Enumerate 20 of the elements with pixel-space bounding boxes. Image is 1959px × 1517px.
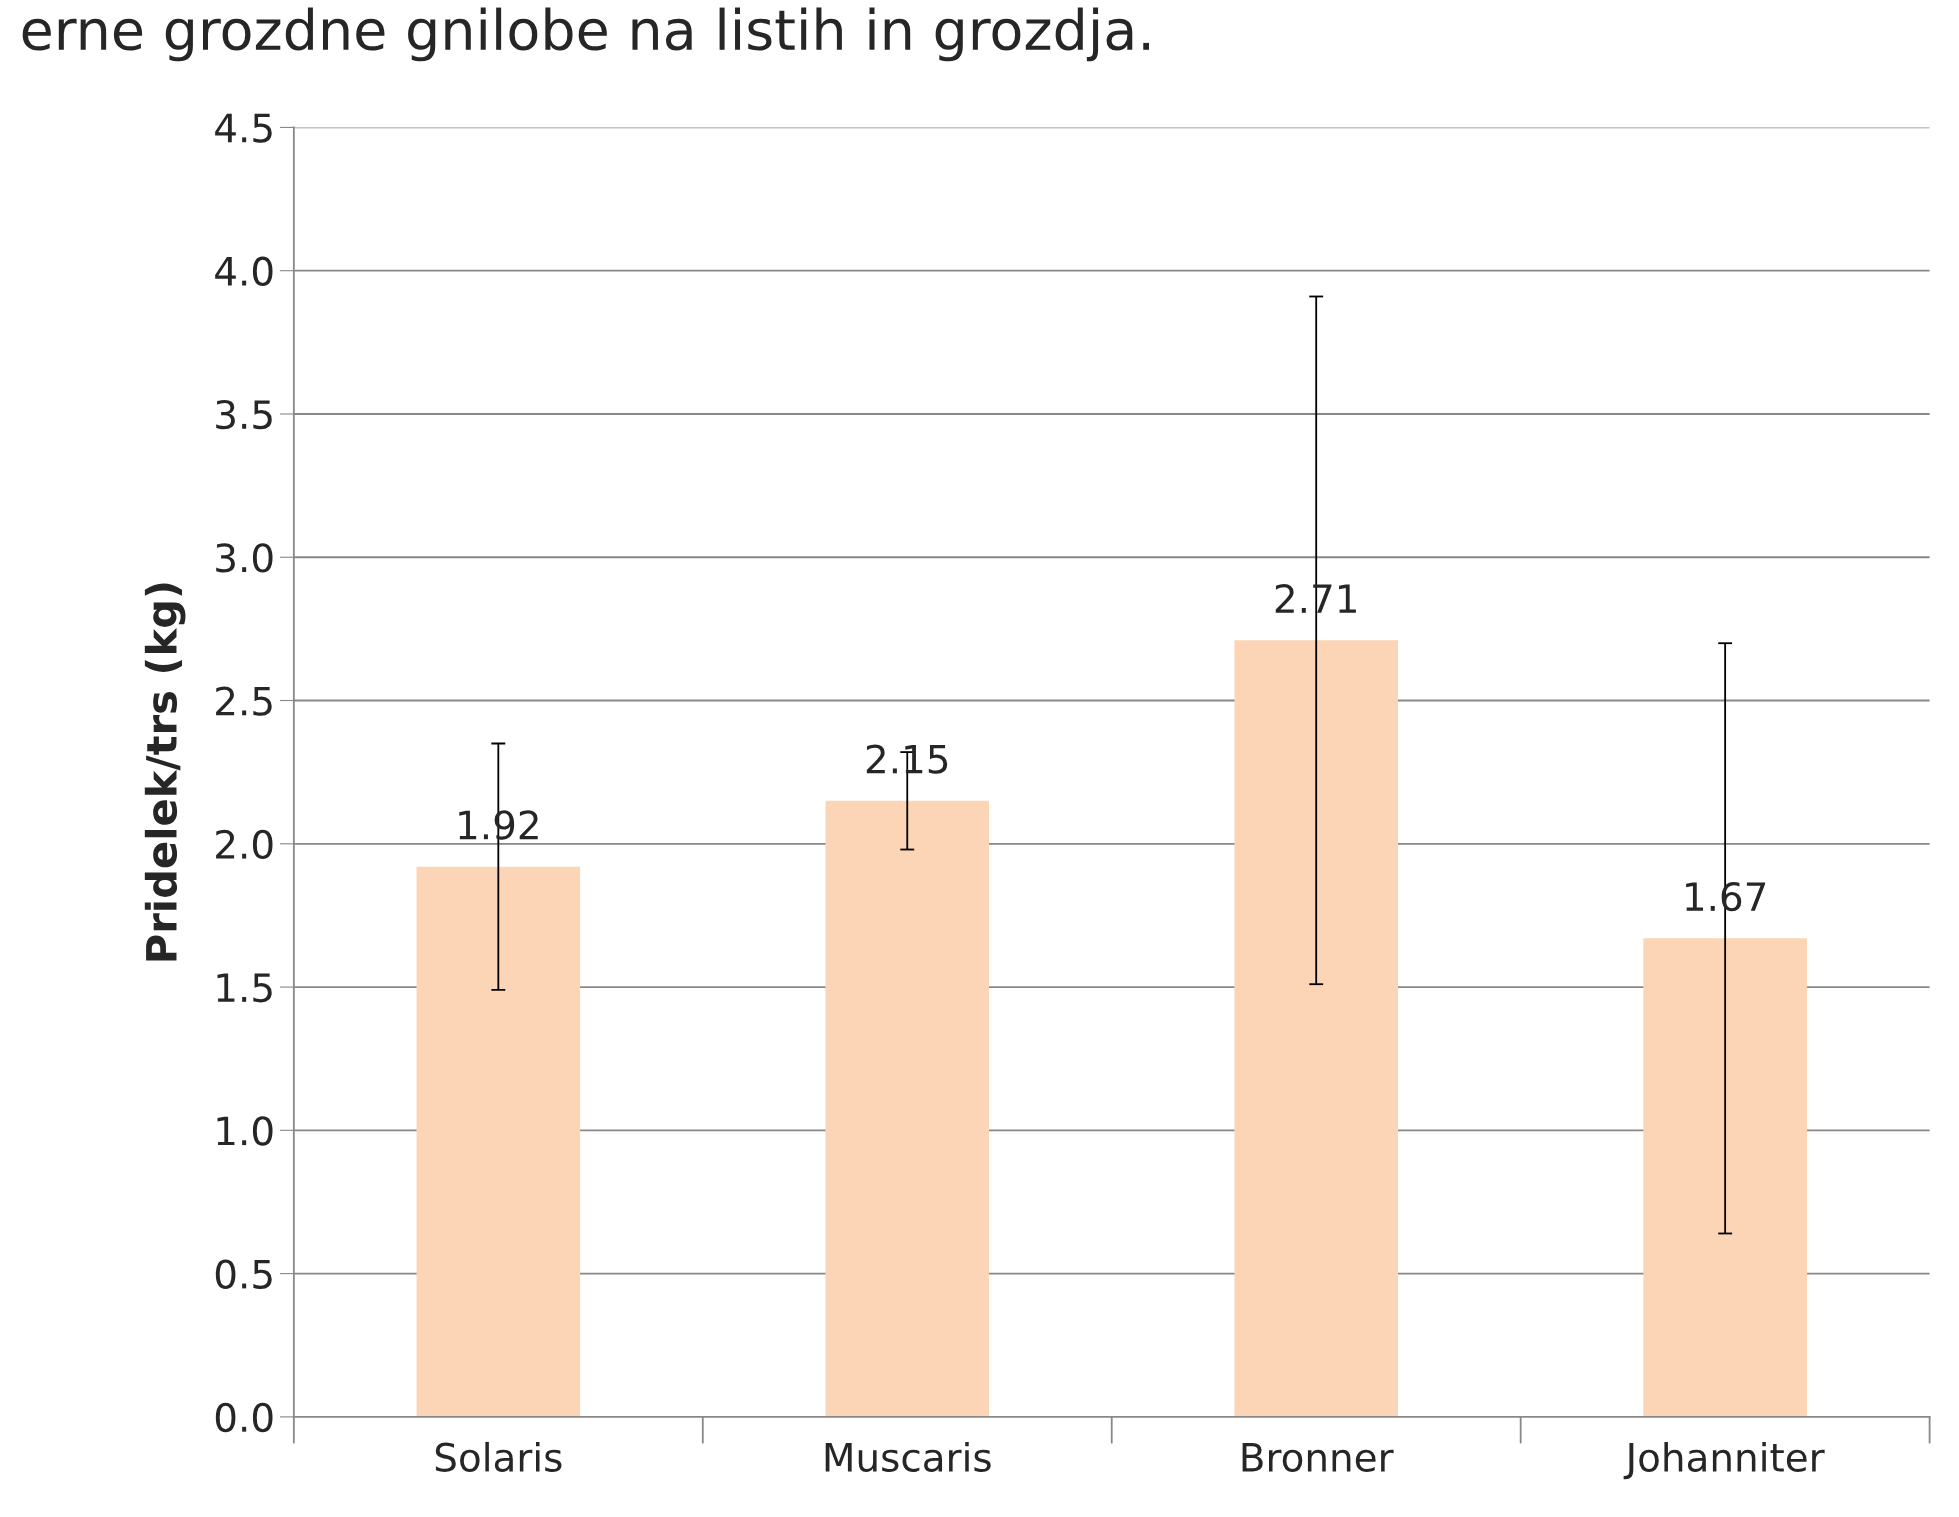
y-tick-label: 3.5 xyxy=(216,399,272,430)
bar xyxy=(1234,640,1398,1417)
bar xyxy=(825,800,990,1417)
y-tick-label: 4.5 xyxy=(215,113,272,143)
chart-title: erne grozdne gnilobe na listih in grozdja. xyxy=(22,7,1149,62)
x-tick-label: Solaris xyxy=(435,1441,562,1472)
y-tick-label: 2.0 xyxy=(216,829,273,860)
bar xyxy=(1643,938,1807,1417)
y-tick-label: 1.5 xyxy=(217,973,272,1003)
bar xyxy=(416,866,581,1417)
y-tick-label: 3.0 xyxy=(216,543,273,573)
y-axis-title: Pridelek/trs (kg) xyxy=(144,583,186,961)
y-tick-label: 2.5 xyxy=(216,686,272,716)
y-tick-label: 0.5 xyxy=(215,1259,272,1289)
y-tick-label: 0.0 xyxy=(215,1402,273,1433)
x-tick-label: Bronner xyxy=(1242,1443,1394,1472)
x-tick-label: Muscaris xyxy=(825,1441,991,1472)
y-tick-label: 1.0 xyxy=(217,1116,273,1146)
y-tick-label: 4.0 xyxy=(215,256,273,287)
x-tick-label: Johanniter xyxy=(1623,1441,1825,1480)
